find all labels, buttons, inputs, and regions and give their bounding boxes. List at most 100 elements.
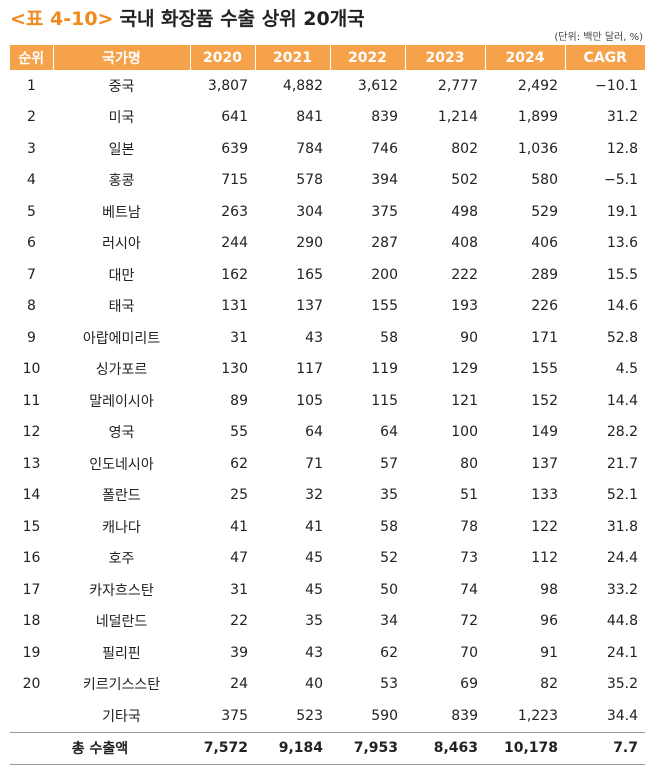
value-cell: 200 xyxy=(371,266,398,283)
value-cell: 502 xyxy=(451,172,478,189)
column-header: 2021 xyxy=(254,45,330,70)
header-row: 순위 국가명 2020 2021 2022 2023 2024 CAGR xyxy=(10,45,645,70)
value-cell: 35 xyxy=(380,487,398,504)
value-cell: 28.2 xyxy=(606,424,638,441)
value-cell: 50 xyxy=(380,581,398,598)
value-cell: 498 xyxy=(451,203,478,220)
value-cell: 746 xyxy=(371,140,398,157)
value-cell: 117 xyxy=(296,361,323,378)
value-cell: 137 xyxy=(296,298,323,315)
rank-cell: 19 xyxy=(22,644,41,661)
value-cell: 89 xyxy=(230,392,248,409)
table-row: 2 미국 641 841 839 1,214 1,899 31.2 xyxy=(10,102,645,134)
value-cell: 96 xyxy=(540,613,558,630)
value-cell: 52.1 xyxy=(606,487,638,504)
value-cell: 590 xyxy=(371,707,398,724)
table-row: 5 베트남 263 304 375 498 529 19.1 xyxy=(10,196,645,228)
table-row: 10 싱가포르 130 117 119 129 155 4.5 xyxy=(10,354,645,386)
rank-cell: 5 xyxy=(27,203,36,220)
table-tag: <표 4-10> xyxy=(10,8,114,30)
country-cell: 네덜란드 xyxy=(95,614,148,631)
table-row: 1 중국 3,807 4,882 3,612 2,777 2,492 −10.1 xyxy=(10,70,645,102)
value-cell: 1,036 xyxy=(517,140,558,157)
value-cell: 130 xyxy=(221,361,248,378)
value-cell: 58 xyxy=(380,518,398,535)
value-cell: 73 xyxy=(460,550,478,567)
value-cell: 263 xyxy=(221,203,248,220)
value-cell: 35.2 xyxy=(606,676,638,693)
rank-cell: 1 xyxy=(27,77,36,94)
table-row: 11 말레이시아 89 105 115 121 152 14.4 xyxy=(10,385,645,417)
rank-cell: 15 xyxy=(22,518,41,535)
value-cell: 105 xyxy=(296,392,323,409)
rank-cell: 20 xyxy=(22,676,41,693)
value-cell: 52 xyxy=(380,550,398,567)
value-cell: 523 xyxy=(296,707,323,724)
data-table: 순위 국가명 2020 2021 2022 2023 2024 CAGR 1 중국 3,807 4,… xyxy=(10,45,645,765)
column-header: 순위 xyxy=(10,45,53,70)
table-row: 6 러시아 244 290 287 408 406 13.6 xyxy=(10,228,645,260)
value-cell: 13.6 xyxy=(606,235,638,252)
country-cell: 캐나다 xyxy=(102,519,141,536)
country-cell: 말레이시아 xyxy=(89,393,154,410)
country-cell: 러시아 xyxy=(102,236,141,253)
value-cell: 3,612 xyxy=(357,77,398,94)
column-header: 2020 xyxy=(189,45,255,70)
rank-cell: 3 xyxy=(27,140,36,157)
table-row: 8 태국 131 137 155 193 226 14.6 xyxy=(10,291,645,323)
value-cell: 41 xyxy=(230,518,248,535)
value-cell: 580 xyxy=(531,172,558,189)
value-cell: 64 xyxy=(380,424,398,441)
rank-cell: 2 xyxy=(27,109,36,126)
table-row: 13 인도네시아 62 71 57 80 137 21.7 xyxy=(10,448,645,480)
value-cell: 53 xyxy=(380,676,398,693)
value-cell: 98 xyxy=(540,581,558,598)
country-cell: 호주 xyxy=(108,551,135,568)
value-cell: 171 xyxy=(531,329,558,346)
value-cell: 3,807 xyxy=(207,77,248,94)
rank-cell: 10 xyxy=(22,361,41,378)
value-cell: 52.8 xyxy=(606,329,638,346)
value-cell: 1,214 xyxy=(437,109,478,126)
country-cell: 키르기스스탄 xyxy=(82,677,161,694)
value-cell: 74 xyxy=(460,581,478,598)
rank-cell: 18 xyxy=(22,613,41,630)
value-cell: 7,953 xyxy=(330,731,405,765)
country-cell: 홍콩 xyxy=(108,173,135,190)
value-cell: 31.8 xyxy=(606,518,638,535)
rank-cell: 7 xyxy=(27,266,36,283)
value-cell: 80 xyxy=(460,455,478,472)
value-cell: 45 xyxy=(305,581,323,598)
value-cell: 802 xyxy=(451,140,478,157)
value-cell: 10,178 xyxy=(485,731,565,765)
table-row: 19 필리핀 39 43 62 70 91 24.1 xyxy=(10,637,645,669)
rank-cell: 12 xyxy=(22,424,41,441)
country-cell: 중국 xyxy=(108,78,135,95)
value-cell: 119 xyxy=(371,361,398,378)
value-cell: 71 xyxy=(305,455,323,472)
value-cell: 375 xyxy=(221,707,248,724)
value-cell: 375 xyxy=(371,203,398,220)
value-cell: −5.1 xyxy=(604,172,638,189)
value-cell: 47 xyxy=(230,550,248,567)
country-cell: 영국 xyxy=(108,425,135,442)
value-cell: 24 xyxy=(230,676,248,693)
country-cell: 일본 xyxy=(108,141,135,158)
value-cell: 90 xyxy=(460,329,478,346)
value-cell: 44.8 xyxy=(606,613,638,630)
value-cell: 112 xyxy=(531,550,558,567)
rank-cell: 9 xyxy=(27,329,36,346)
unit-note: (단위: 백만 달러, %) xyxy=(554,32,643,43)
rank-cell: 17 xyxy=(22,581,41,598)
value-cell: 304 xyxy=(296,203,323,220)
value-cell: 155 xyxy=(371,298,398,315)
value-cell: 70 xyxy=(460,644,478,661)
value-cell: 152 xyxy=(531,392,558,409)
country-cell: 싱가포르 xyxy=(95,362,148,379)
value-cell: 839 xyxy=(371,109,398,126)
value-cell: 35 xyxy=(305,613,323,630)
value-cell: 39 xyxy=(230,644,248,661)
value-cell: 62 xyxy=(380,644,398,661)
value-cell: 529 xyxy=(531,203,558,220)
